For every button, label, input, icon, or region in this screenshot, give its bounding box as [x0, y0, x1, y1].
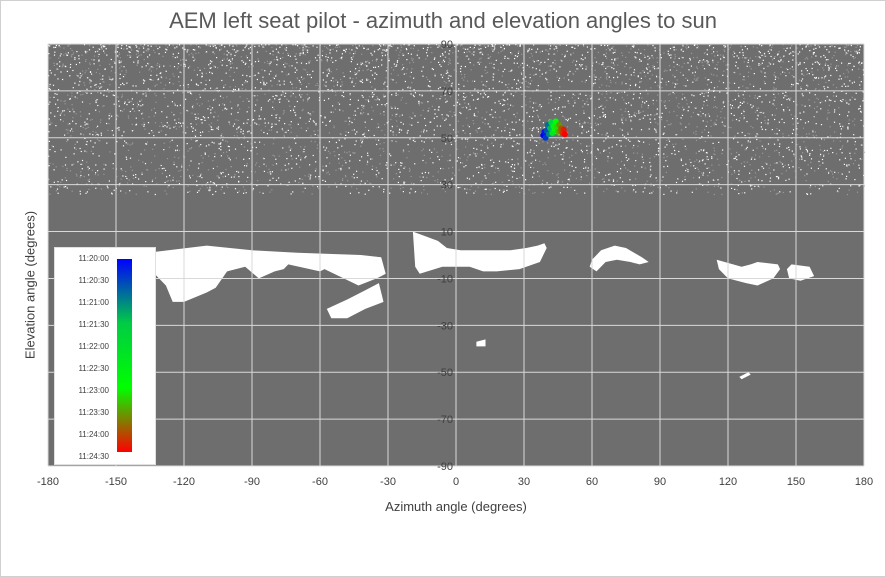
x-axis-label: Azimuth angle (degrees): [385, 499, 527, 514]
speckle-texture: [48, 44, 866, 196]
colorbar-legend: 11:20:00 11:20:30 11:21:00 11:21:30 11:22:00…: [54, 247, 156, 465]
x-tick-label: 150: [787, 476, 805, 488]
colorbar-label: 11:22:30: [78, 364, 109, 373]
window-region: [412, 231, 547, 274]
y-tick-label: -50: [437, 367, 453, 379]
colorbar-label: 11:21:00: [78, 298, 109, 307]
window-region: [140, 245, 386, 302]
x-tick-label: -150: [105, 476, 127, 488]
x-tick-label: -120: [173, 476, 195, 488]
colorbar-label: 11:24:00: [78, 430, 109, 439]
x-tick-label: 60: [586, 476, 598, 488]
x-tick-label: 180: [855, 476, 873, 488]
window-region: [326, 283, 384, 319]
chart-title: AEM left seat pilot - azimuth and elevat…: [169, 8, 717, 33]
window-region: [786, 264, 815, 281]
y-tick-label: -90: [437, 461, 453, 473]
sun-point: [560, 126, 567, 133]
y-tick-label: 10: [441, 227, 453, 239]
y-tick-label: 90: [441, 39, 453, 51]
y-axis-label: Elevation angle (degrees): [22, 210, 38, 360]
colorbar-label: 11:23:30: [78, 408, 109, 417]
window-region: [716, 259, 781, 286]
window-region: [739, 372, 751, 380]
window-region: [589, 245, 649, 272]
sun-point: [561, 131, 568, 138]
x-tick-label: -30: [380, 476, 396, 488]
y-tick-label: 50: [441, 133, 453, 145]
y-tick-label: 70: [441, 86, 453, 98]
x-tick-label: -90: [244, 476, 260, 488]
x-tick-label: 120: [719, 476, 737, 488]
colorbar-label: 11:23:00: [78, 386, 109, 395]
colorbar-label: 11:20:00: [78, 254, 109, 263]
y-tick-label: -30: [437, 320, 453, 332]
x-tick-label: -180: [37, 476, 59, 488]
y-tick-label: -70: [437, 414, 453, 426]
colorbar-label: 11:20:30: [78, 276, 109, 285]
x-tick-label: 90: [654, 476, 666, 488]
colorbar-label: 11:22:00: [78, 342, 109, 351]
y-tick-label: 30: [441, 180, 453, 192]
x-tick-label: -60: [312, 476, 328, 488]
colorbar-label: 11:24:30: [78, 452, 109, 461]
x-tick-label: 30: [518, 476, 530, 488]
y-tick-label: -10: [437, 273, 453, 285]
colorbar-label: 11:21:30: [78, 320, 109, 329]
colorbar-gradient: [117, 259, 132, 452]
window-region: [476, 339, 486, 347]
x-tick-label: 0: [453, 476, 459, 488]
